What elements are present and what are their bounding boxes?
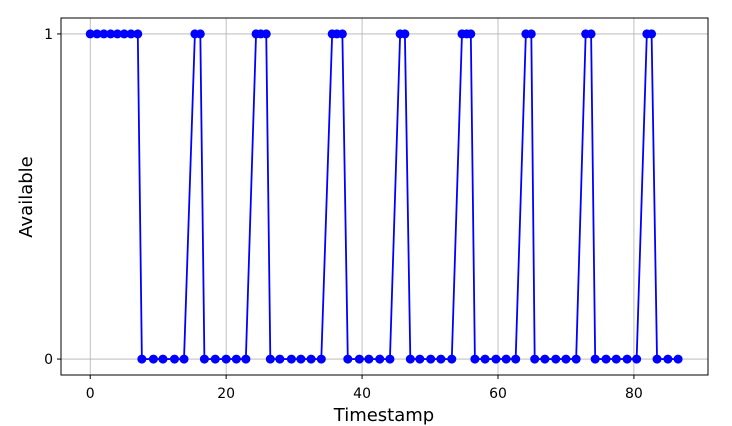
point <box>112 29 122 39</box>
point <box>265 354 275 364</box>
point <box>133 29 143 39</box>
point <box>540 354 550 364</box>
point <box>337 29 347 39</box>
point <box>551 354 561 364</box>
point <box>586 29 596 39</box>
point <box>415 354 425 364</box>
point <box>673 354 683 364</box>
point <box>622 354 632 364</box>
point <box>385 354 395 364</box>
point <box>632 354 642 364</box>
point <box>137 354 147 364</box>
plot-frame <box>60 17 709 376</box>
y-tick-label: 0 <box>44 352 53 368</box>
point <box>354 354 364 364</box>
point <box>275 354 285 364</box>
point <box>221 354 231 364</box>
point <box>400 29 410 39</box>
point <box>405 354 415 364</box>
point <box>611 354 621 364</box>
point <box>119 29 129 39</box>
point <box>375 354 385 364</box>
point <box>210 354 220 364</box>
y-axis-label: Available <box>16 156 37 237</box>
point <box>99 29 109 39</box>
point <box>501 354 511 364</box>
point <box>663 354 673 364</box>
point <box>316 354 326 364</box>
point <box>85 29 95 39</box>
x-tick-label: 20 <box>217 386 235 402</box>
point <box>261 29 271 39</box>
point <box>511 354 521 364</box>
point <box>199 354 209 364</box>
point <box>241 354 251 364</box>
point <box>158 354 168 364</box>
x-tick-label: 80 <box>625 386 643 402</box>
point <box>364 354 374 364</box>
point <box>195 29 205 39</box>
point <box>526 29 536 39</box>
point <box>491 354 501 364</box>
point <box>530 354 540 364</box>
point <box>480 354 490 364</box>
point <box>169 354 179 364</box>
point <box>590 354 600 364</box>
point <box>179 354 189 364</box>
x-tick-label: 40 <box>353 386 371 402</box>
point <box>436 354 446 364</box>
point <box>426 354 436 364</box>
point <box>561 354 571 364</box>
x-tick-label: 0 <box>86 386 95 402</box>
series-line <box>90 33 679 360</box>
point <box>447 354 457 364</box>
point <box>306 354 316 364</box>
y-tick-label: 1 <box>44 27 53 43</box>
point <box>647 29 657 39</box>
x-axis-label: Timestamp <box>333 405 434 426</box>
point <box>126 29 136 39</box>
point <box>470 354 480 364</box>
point <box>601 354 611 364</box>
point <box>106 29 116 39</box>
point <box>466 29 476 39</box>
point <box>231 354 241 364</box>
point <box>343 354 353 364</box>
point <box>571 354 581 364</box>
x-tick-label: 60 <box>489 386 507 402</box>
point <box>652 354 662 364</box>
point <box>148 354 158 364</box>
point <box>286 354 296 364</box>
point <box>92 29 102 39</box>
point <box>296 354 306 364</box>
